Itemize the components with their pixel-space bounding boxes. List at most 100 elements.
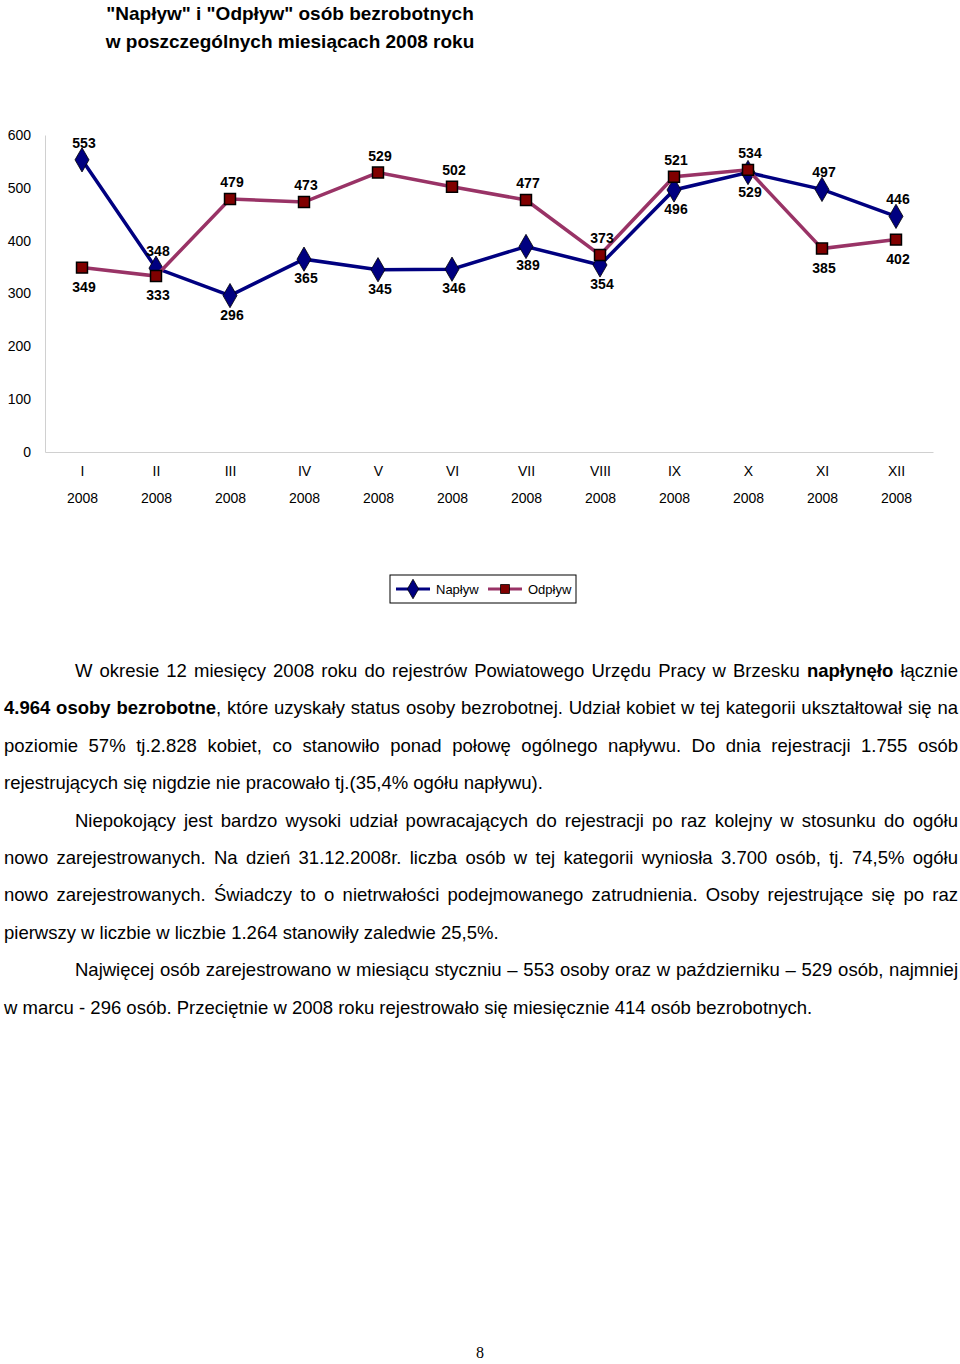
x-tick: XI2008 [807,452,838,506]
legend-label: Odpływ [528,582,572,597]
series-line [82,170,896,276]
marker [297,247,311,271]
marker [371,258,385,282]
x-axis: I2008 II2008 III2008 IV2008 V2008 VI2008 VII20… [46,452,934,506]
marker [77,262,88,273]
plot-area [75,148,903,308]
marker [225,193,236,204]
x-tick: II2008 [141,452,172,506]
data-label: 529 [368,148,392,164]
bold-run: napłynęło [807,660,893,681]
marker [151,271,162,282]
x-tick-label: IX2008 [659,463,690,506]
data-label: 521 [664,152,688,168]
data-label: 346 [442,280,466,296]
y-tick-label: 400 [8,233,32,249]
data-label: 402 [886,251,910,267]
marker [75,148,89,172]
data-label: 502 [442,162,466,178]
data-label: 389 [516,257,540,273]
y-tick-label: 200 [8,338,32,354]
chart-title: "Napływ" i "Odpływ" osób bezrobotnychw p… [105,3,475,52]
y-tick: 0 [23,444,45,460]
y-tick: 100 [8,391,45,407]
paragraph: Najwięcej osób zarejestrowano w miesiącu… [4,951,958,1026]
data-label: 534 [738,145,762,161]
data-label: 349 [72,279,96,295]
data-label: 296 [220,307,244,323]
data-label: 345 [368,281,392,297]
series-line [82,160,896,296]
x-tick: VII2008 [511,452,542,506]
text-run: W okresie 12 miesięcy 2008 roku do rejes… [75,660,807,681]
text-run: łącznie [893,660,958,681]
y-axis-line [45,136,46,453]
y-tick: 300 [8,285,45,301]
x-axis-line [46,452,934,453]
x-tick-label: XI2008 [807,463,838,506]
data-label: 553 [72,135,96,151]
x-tick-label: VI2008 [437,463,468,506]
marker [891,234,902,245]
data-label: 373 [590,230,614,246]
y-tick-label: 0 [23,444,31,460]
marker [817,243,828,254]
y-tick: 500 [8,180,45,196]
marker [669,171,680,182]
chart: "Napływ" i "Odpływ" osób bezrobotnychw p… [0,0,960,640]
legend-item: Odpływ [488,582,572,597]
legend: Napływ Odpływ [390,575,576,603]
legend-label: Napływ [436,582,479,597]
paragraph: W okresie 12 miesięcy 2008 roku do rejes… [4,652,958,802]
marker [815,177,829,201]
data-label: 496 [664,201,688,217]
y-tick-label: 500 [8,180,32,196]
data-label: 446 [886,191,910,207]
data-label: 365 [294,270,318,286]
x-tick-label: IV2008 [289,463,320,506]
data-label: 385 [812,260,836,276]
marker [447,181,458,192]
x-tick-label: XII2008 [881,463,912,506]
marker [299,197,310,208]
x-tick: V2008 [363,452,394,506]
marker [889,204,903,228]
legend-marker [501,585,510,594]
page-number: 8 [0,1344,960,1362]
legend-item: Napływ [396,579,479,599]
y-tick-label: 300 [8,285,32,301]
x-tick-label: X2008 [733,463,764,506]
x-tick-label: I2008 [67,463,98,506]
marker [521,195,532,206]
x-tick-label: VIII2008 [585,463,616,506]
y-tick-label: 600 [8,127,32,143]
data-label: 354 [590,276,614,292]
marker [519,234,533,258]
data-label: 348 [146,243,170,259]
x-tick-label: VII2008 [511,463,542,506]
legend-box [390,575,576,603]
text-run: Najwięcej osób zarejestrowano w miesiącu… [4,959,958,1017]
marker [373,167,384,178]
y-tick: 200 [8,338,45,354]
y-tick: 600 [8,127,45,143]
x-tick-label: III2008 [215,463,246,506]
marker [741,160,755,184]
x-tick-label: II2008 [141,463,172,506]
data-label: 473 [294,177,318,193]
marker [223,283,237,307]
data-label: 333 [146,287,170,303]
bold-run: 4.964 osoby bezrobotne [4,697,216,718]
y-axis: 0 100 200 300 400 500 600 [8,127,46,460]
text-run: Niepokojący jest bardzo wysoki udział po… [4,810,958,943]
data-label: 477 [516,175,540,191]
data-label: 529 [738,184,762,200]
data-label: 479 [220,174,244,190]
x-tick-label: V2008 [363,463,394,506]
document-text: W okresie 12 miesięcy 2008 roku do rejes… [4,652,958,1026]
marker [595,249,606,260]
marker [743,164,754,175]
data-labels: 5533482963653453463893544965294974463493… [72,135,910,323]
x-tick: VI2008 [437,452,468,506]
marker [445,257,459,281]
